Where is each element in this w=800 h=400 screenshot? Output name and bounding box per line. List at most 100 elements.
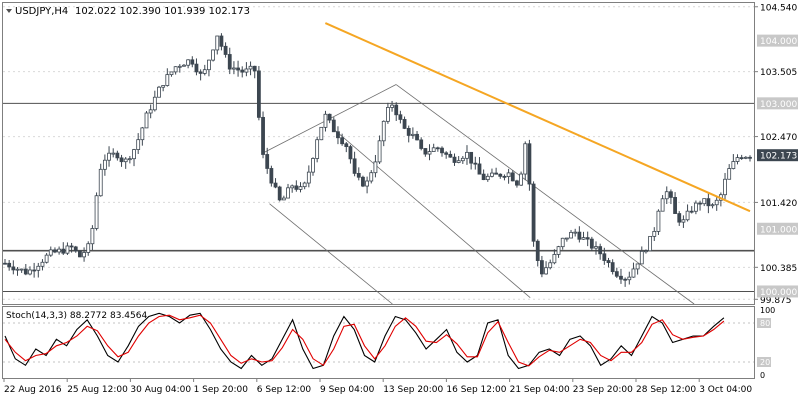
- candle-body: [32, 269, 37, 272]
- ohlc-label: 102.022 102.390 101.939 102.173: [75, 6, 250, 17]
- candle-body: [485, 175, 490, 181]
- candle-body: [269, 168, 274, 184]
- candle-body: [265, 154, 270, 169]
- candle-body: [232, 67, 236, 70]
- stochastic-level-badge: [757, 357, 771, 367]
- symbol-dropdown-icon[interactable]: [6, 9, 12, 13]
- channel-line[interactable]: [269, 203, 393, 305]
- candle-body: [107, 152, 111, 161]
- candle-body: [327, 113, 332, 121]
- candle-body: [23, 268, 28, 275]
- candle-body: [240, 69, 245, 73]
- price-tick-label: 104.540: [760, 3, 797, 13]
- price-tick-label: 101.420: [760, 199, 797, 209]
- resistance-trendline[interactable]: [324, 22, 751, 213]
- time-tick-label: 13 Sep 20:00: [383, 385, 443, 395]
- candle-body: [698, 202, 702, 205]
- candle-body: [569, 231, 573, 239]
- time-tick-label: 28 Sep 12:00: [636, 385, 696, 395]
- stochastic-tick-label: 100: [760, 306, 775, 315]
- stochastic-levels: [3, 322, 754, 363]
- candle-body: [248, 65, 253, 70]
- candle-body: [573, 231, 578, 234]
- candle-body: [61, 248, 66, 254]
- candle-body: [78, 250, 82, 258]
- stochastic-tick-label: 20: [760, 358, 770, 367]
- candle-body: [69, 245, 74, 248]
- candle-body: [3, 262, 7, 265]
- candle-body: [15, 268, 20, 271]
- candle-body: [290, 185, 295, 189]
- candle-body: [194, 63, 199, 73]
- stochastic-main-line: [4, 312, 725, 370]
- candle-body: [386, 107, 390, 122]
- level-badge-label: 100.000: [760, 288, 797, 298]
- candle-body: [731, 161, 736, 169]
- candle-body: [157, 86, 161, 98]
- candle-body: [311, 158, 315, 173]
- candle-body: [261, 116, 265, 155]
- time-tick-label: 30 Aug 04:00: [130, 385, 191, 395]
- price-tick-label: 99.875: [760, 296, 792, 306]
- candle-body: [11, 266, 16, 271]
- stochastic-axis: 100 80 20 0: [757, 306, 775, 380]
- candle-body: [348, 146, 353, 160]
- candle-body: [585, 237, 590, 240]
- stochastic-title: Stoch(14,3,3) 88.2772 83.4564: [6, 311, 147, 321]
- candle-body: [132, 149, 136, 160]
- candle-body: [36, 265, 41, 271]
- candle-body: [136, 139, 141, 150]
- candle-body: [340, 137, 345, 145]
- candle-body: [652, 231, 657, 237]
- symbol-label: USDJPY,H4: [15, 6, 68, 17]
- candle-body: [152, 96, 157, 111]
- candle-body: [277, 186, 282, 201]
- stochastic-tick-label: 80: [760, 319, 770, 328]
- candle-body: [119, 157, 124, 163]
- level-badge: [757, 222, 798, 235]
- candle-body: [352, 158, 357, 174]
- candle-body: [739, 157, 744, 159]
- candle-body: [435, 147, 440, 150]
- candle-body: [356, 172, 361, 178]
- candle-body: [365, 180, 369, 187]
- candle-body: [531, 183, 536, 242]
- stochastic-tick-label: 0: [760, 371, 765, 380]
- candle-body: [373, 161, 378, 174]
- price-level-badges: 104.000 103.000 102.173 101.000 100.000: [757, 34, 798, 298]
- candle-body: [161, 85, 166, 88]
- stochastic-lines: [4, 312, 725, 370]
- candle-body: [460, 157, 465, 162]
- candle-body: [344, 143, 349, 148]
- descending-channel: [261, 84, 695, 305]
- candle-body: [510, 172, 515, 182]
- candle-body: [173, 66, 178, 73]
- candle-body: [635, 263, 640, 270]
- stochastic-panel-frame: [2, 306, 755, 379]
- candle-body: [211, 49, 216, 61]
- price-panel-frame: [2, 2, 755, 305]
- candle-body: [215, 35, 220, 51]
- candle-body: [244, 68, 249, 73]
- candle-body: [90, 228, 95, 245]
- candle-body: [227, 54, 232, 70]
- trendline-layer: [324, 22, 751, 213]
- channel-line[interactable]: [332, 128, 531, 299]
- candle-body: [219, 35, 224, 47]
- candle-body: [639, 250, 644, 265]
- current-price-badge-label: 102.173: [760, 152, 797, 162]
- candle-body: [28, 269, 32, 275]
- candle-body: [102, 159, 107, 170]
- channel-line[interactable]: [395, 84, 695, 305]
- candle-body: [527, 143, 532, 185]
- time-tick-label: 6 Sep 12:00: [257, 385, 312, 395]
- candle-body: [431, 147, 436, 152]
- candle-body: [419, 139, 424, 149]
- candle-body: [65, 245, 70, 254]
- candle-body: [456, 160, 461, 163]
- candle-body: [660, 198, 665, 212]
- candle-body: [523, 143, 528, 175]
- candle-body: [673, 197, 677, 214]
- candle-body: [606, 260, 611, 264]
- stochastic-level-badge: [757, 318, 771, 328]
